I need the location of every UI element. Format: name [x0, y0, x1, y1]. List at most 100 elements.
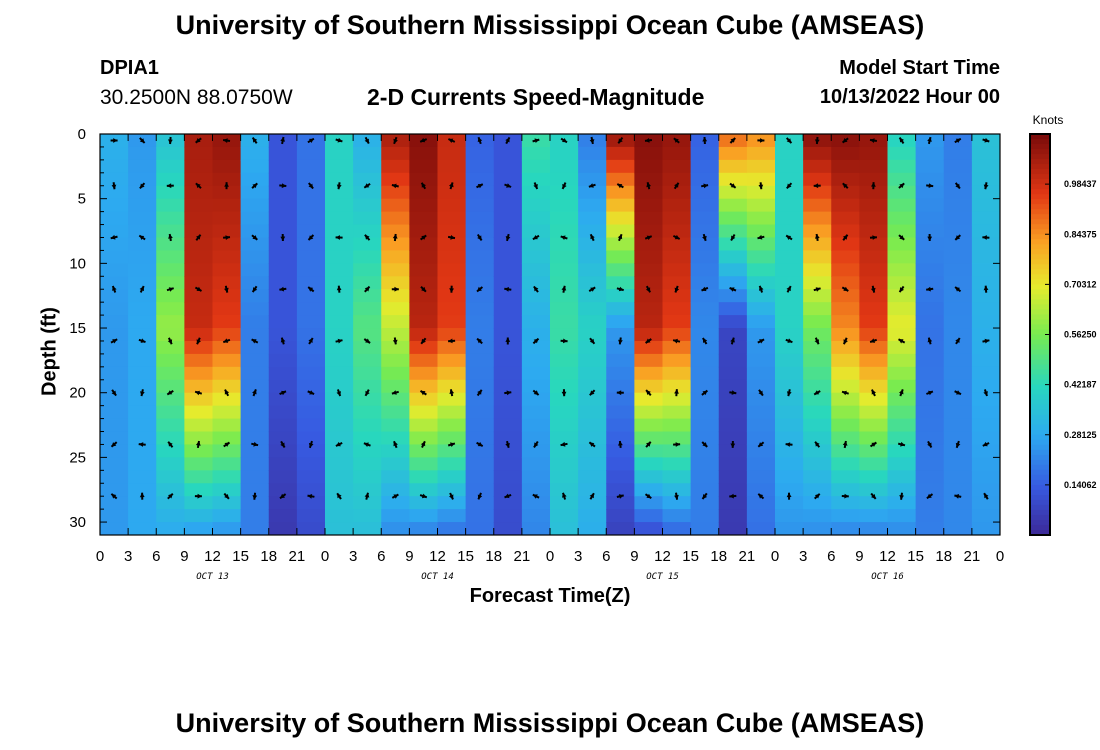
- x-tick-label: 21: [739, 548, 756, 565]
- heatmap-cell: [465, 237, 495, 252]
- colorbar-segment: [1030, 414, 1050, 421]
- current-arrow: [757, 493, 765, 500]
- heatmap-cell: [775, 328, 804, 342]
- heatmap-cell: [381, 224, 410, 239]
- heatmap-cell: [606, 496, 635, 510]
- current-arrow: [814, 493, 821, 500]
- heatmap-cell: [718, 379, 748, 394]
- heatmap-cell: [437, 172, 467, 187]
- heatmap-cell: [915, 211, 945, 226]
- heatmap-cell: [634, 146, 664, 161]
- heatmap-cell: [100, 159, 129, 174]
- heatmap-cell: [718, 431, 748, 446]
- heatmap-cell: [887, 224, 917, 239]
- current-arrow: [335, 235, 343, 240]
- heatmap-cell: [887, 353, 917, 368]
- colorbar-segment: [1030, 504, 1050, 511]
- heatmap-cell: [803, 146, 832, 161]
- colorbar-segment: [1030, 264, 1050, 270]
- heatmap-cell: [128, 353, 157, 368]
- heatmap-cell: [128, 457, 157, 471]
- heatmap-cell: [634, 392, 664, 407]
- heatmap-cell: [690, 250, 720, 264]
- colorbar-segment: [1030, 424, 1050, 431]
- heatmap-cell: [100, 379, 129, 394]
- heatmap-cell: [831, 470, 860, 484]
- heatmap-cell: [831, 250, 860, 264]
- heatmap-cell: [156, 146, 185, 161]
- heatmap-cell: [859, 379, 889, 394]
- current-arrow: [336, 182, 342, 190]
- heatmap-cell: [465, 444, 495, 458]
- heatmap-cell: [915, 250, 945, 264]
- x-tick-label: 0: [96, 548, 104, 565]
- current-arrow: [926, 493, 934, 500]
- heatmap-cell: [662, 315, 692, 329]
- heatmap-cell: [746, 405, 776, 420]
- heatmap-cell: [240, 496, 270, 510]
- heatmap-cell: [100, 198, 129, 213]
- current-arrow: [588, 441, 596, 448]
- heatmap-cell: [128, 444, 157, 458]
- heatmap-cell: [296, 289, 326, 303]
- heatmap-cell: [437, 353, 467, 368]
- heatmap-cell: [268, 509, 298, 523]
- heatmap-cell: [184, 418, 214, 433]
- heatmap-cell: [325, 302, 354, 316]
- x-tick-label: 18: [260, 548, 277, 565]
- heatmap-cell: [521, 431, 551, 446]
- heatmap-cell: [915, 302, 945, 316]
- heatmap-cell: [381, 328, 410, 342]
- heatmap-cell: [718, 483, 748, 497]
- heatmap-cell: [268, 470, 298, 484]
- heatmap-cell: [100, 457, 129, 471]
- heatmap-cell: [184, 159, 214, 174]
- heatmap-cell: [184, 340, 214, 355]
- heatmap-cell: [493, 224, 523, 239]
- heatmap-cell: [353, 146, 382, 161]
- heatmap-cell: [943, 340, 973, 355]
- heatmap-cell: [296, 185, 326, 200]
- current-arrow: [813, 390, 821, 396]
- current-arrow: [166, 183, 174, 189]
- colorbar-segment: [1030, 489, 1050, 496]
- heatmap-cell: [971, 431, 1000, 446]
- heatmap-cell: [746, 444, 776, 458]
- heatmap-cell: [409, 418, 439, 433]
- colorbar-segment: [1030, 494, 1050, 501]
- heatmap-cell: [915, 379, 945, 394]
- current-arrow: [419, 390, 427, 396]
- heatmap-cell: [915, 340, 945, 355]
- current-arrow: [307, 494, 315, 499]
- heatmap-cell: [437, 315, 467, 329]
- heatmap-cell: [859, 483, 889, 497]
- x-tick-label: 15: [682, 548, 699, 565]
- heatmap-cell: [606, 366, 635, 381]
- heatmap-cell: [718, 405, 748, 420]
- heatmap-cell: [690, 289, 720, 303]
- heatmap-cell: [690, 509, 720, 523]
- heatmap-cell: [859, 392, 889, 407]
- heatmap-cell: [943, 418, 973, 433]
- heatmap-cell: [803, 185, 832, 200]
- colorbar-segment: [1030, 219, 1050, 225]
- heatmap-cell: [831, 276, 860, 290]
- current-arrow: [222, 235, 231, 240]
- current-arrow: [336, 492, 342, 500]
- heatmap-cell: [493, 185, 523, 200]
- heatmap-cell: [437, 237, 467, 252]
- heatmap-cell: [634, 302, 664, 316]
- current-arrow: [363, 182, 371, 189]
- heatmap-cell: [465, 509, 495, 523]
- heatmap-cell: [184, 353, 214, 368]
- heatmap-cell: [184, 172, 214, 187]
- current-arrow: [532, 138, 540, 143]
- heatmap-cell: [184, 522, 214, 535]
- heatmap-cell: [859, 418, 889, 433]
- heatmap-cell: [831, 379, 860, 394]
- colorbar-segment: [1030, 499, 1050, 506]
- colorbar-segment: [1030, 479, 1050, 486]
- current-arrow: [364, 492, 370, 500]
- heatmap-cell: [943, 483, 973, 497]
- current-arrow: [391, 183, 399, 189]
